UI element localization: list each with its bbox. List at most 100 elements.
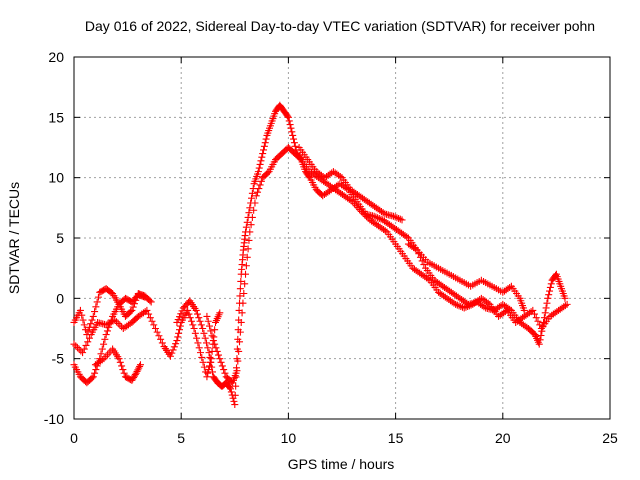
data-point: [537, 331, 545, 339]
data-point: [285, 117, 293, 125]
data-point: [288, 128, 296, 136]
data-point: [135, 364, 143, 372]
data-point: [209, 368, 217, 376]
data-point: [256, 181, 264, 189]
data-point: [544, 294, 552, 302]
data-point: [202, 339, 210, 347]
data-point: [130, 372, 138, 380]
series-arc-7: [295, 144, 406, 224]
data-point: [420, 261, 428, 269]
data-point: [546, 283, 554, 291]
data-point: [372, 213, 380, 221]
data-point: [130, 373, 138, 381]
data-point: [76, 306, 84, 314]
data-point: [98, 345, 106, 353]
data-point: [262, 135, 270, 143]
x-tick-label: 0: [70, 430, 78, 446]
data-point: [221, 369, 229, 377]
data-point: [73, 344, 81, 352]
data-point: [258, 153, 266, 161]
data-point: [158, 339, 166, 347]
data-point: [375, 214, 383, 222]
data-point: [552, 271, 560, 279]
data-point: [187, 317, 195, 325]
data-point: [541, 309, 549, 317]
data-point: [215, 351, 223, 359]
data-point: [357, 207, 365, 215]
data-point: [264, 169, 272, 177]
series-arc-5: [173, 101, 569, 409]
data-point: [116, 358, 124, 366]
data-point: [100, 340, 108, 348]
data-point: [173, 337, 181, 345]
data-point: [534, 317, 542, 325]
x-tick-label: 20: [495, 430, 511, 446]
data-point: [231, 391, 239, 399]
data-point: [464, 303, 472, 311]
data-point: [204, 369, 212, 377]
y-tick-label: 5: [56, 230, 64, 246]
data-point: [237, 318, 245, 326]
data-point: [254, 168, 262, 176]
data-point: [239, 299, 247, 307]
data-point: [452, 300, 460, 308]
data-point: [118, 362, 126, 370]
data-point: [105, 323, 113, 331]
data-point: [227, 388, 235, 396]
data-point: [561, 294, 569, 302]
data-point: [465, 302, 473, 310]
data-point: [211, 340, 219, 348]
data-point: [197, 321, 205, 329]
data-point: [411, 245, 419, 253]
data-point: [204, 344, 212, 352]
data-point: [85, 334, 93, 342]
data-point: [531, 310, 539, 318]
data-point: [174, 333, 182, 341]
data-point: [284, 112, 292, 120]
data-point: [201, 334, 209, 342]
data-point: [82, 341, 90, 349]
data-point: [175, 326, 183, 334]
data-point: [196, 349, 204, 357]
data-point: [259, 150, 267, 158]
axis-ticks: [73, 56, 611, 420]
data-point: [248, 213, 256, 221]
data-point: [236, 338, 244, 346]
data-point: [70, 340, 78, 348]
data-point: [305, 172, 313, 180]
data-point: [153, 328, 161, 336]
data-point: [396, 215, 404, 223]
data-point: [94, 293, 102, 301]
data-point: [547, 280, 555, 288]
x-tick-label: 25: [602, 430, 618, 446]
data-point: [80, 345, 88, 353]
y-tick-label: -10: [44, 411, 64, 427]
data-point: [235, 347, 243, 355]
data-point: [529, 306, 537, 314]
data-point: [216, 309, 224, 317]
data-point: [146, 297, 154, 305]
data-point: [286, 121, 294, 129]
data-point: [72, 342, 80, 350]
data-point: [543, 299, 551, 307]
y-tick-label: 10: [48, 170, 64, 186]
data-point: [247, 221, 255, 229]
data-point: [501, 308, 509, 316]
data-point: [204, 317, 212, 325]
data-point: [395, 214, 403, 222]
data-point: [242, 223, 250, 231]
data-point: [84, 338, 92, 346]
data-point: [255, 185, 263, 193]
data-point: [245, 236, 253, 244]
data-point: [251, 199, 259, 207]
data-points: [70, 101, 571, 409]
data-point: [103, 327, 111, 335]
x-tick-label: 5: [177, 430, 185, 446]
y-axis-label: SDTVAR / TECUs: [6, 182, 22, 294]
data-point: [287, 124, 295, 132]
data-point: [93, 298, 101, 306]
data-point: [175, 313, 183, 321]
data-point: [230, 397, 238, 405]
data-point: [546, 287, 554, 295]
data-point: [361, 211, 369, 219]
